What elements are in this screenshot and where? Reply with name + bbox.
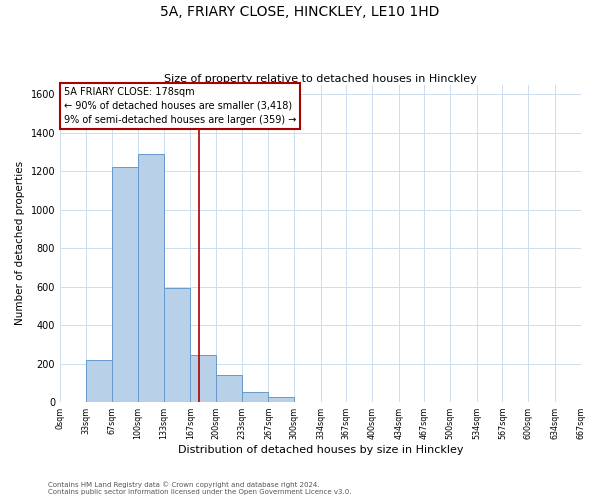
Title: Size of property relative to detached houses in Hinckley: Size of property relative to detached ho… bbox=[164, 74, 476, 84]
Bar bbox=[190, 355, 216, 402]
Y-axis label: Number of detached properties: Number of detached properties bbox=[15, 162, 25, 326]
Bar bbox=[164, 288, 190, 402]
Bar bbox=[112, 166, 138, 402]
X-axis label: Distribution of detached houses by size in Hinckley: Distribution of detached houses by size … bbox=[178, 445, 463, 455]
Text: Contains HM Land Registry data © Crown copyright and database right 2024.
Contai: Contains HM Land Registry data © Crown c… bbox=[48, 482, 352, 495]
Bar bbox=[86, 360, 112, 402]
Text: 5A FRIARY CLOSE: 178sqm
← 90% of detached houses are smaller (3,418)
9% of semi-: 5A FRIARY CLOSE: 178sqm ← 90% of detache… bbox=[64, 87, 296, 125]
Bar bbox=[242, 392, 268, 402]
Bar bbox=[268, 398, 294, 402]
Bar bbox=[138, 154, 164, 402]
Bar bbox=[216, 375, 242, 402]
Text: 5A, FRIARY CLOSE, HINCKLEY, LE10 1HD: 5A, FRIARY CLOSE, HINCKLEY, LE10 1HD bbox=[160, 5, 440, 19]
